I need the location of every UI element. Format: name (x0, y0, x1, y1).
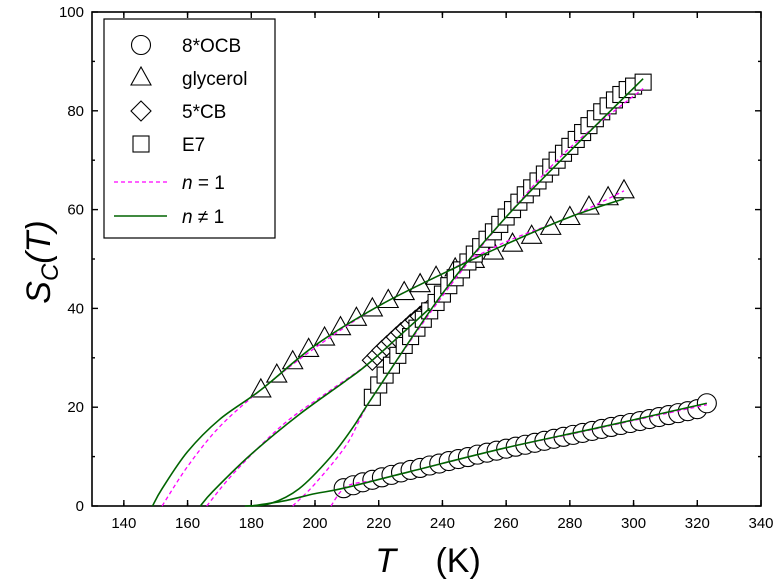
y-tick-label: 0 (76, 498, 84, 515)
legend-label-rest: ≠ 1 (193, 207, 225, 228)
x-axis-title: T (K) (375, 542, 481, 580)
legend-entry: glycerol (130, 65, 247, 90)
legend-entry: 5*CB (130, 100, 226, 123)
legend-label-symbol: n (182, 173, 193, 194)
legend-label: n ≠ 1 (182, 207, 224, 228)
legend-box (103, 18, 276, 239)
fit-n-not-1-5cb (199, 307, 431, 507)
y-axis-symbol: S (20, 281, 58, 304)
y-tick-label: 20 (67, 399, 84, 416)
x-tick-label: 320 (685, 515, 710, 532)
legend-marker-triangle (130, 65, 152, 86)
x-tick-label: 280 (557, 515, 582, 532)
legend-label-rest: = 1 (193, 173, 225, 194)
data-point-glycerol (297, 337, 320, 357)
legend-entry: E7 (132, 135, 205, 156)
fit-n-not-1-e7 (244, 78, 644, 507)
fit-n-not-1-glycerol (151, 197, 625, 507)
series-8ocb (333, 393, 717, 499)
legend-label: 8*OCB (182, 36, 241, 57)
y-tick-label: 40 (67, 300, 84, 317)
x-tick-label: 300 (621, 515, 646, 532)
data-markers (249, 73, 717, 499)
legend-marker-square (132, 135, 150, 153)
legend-entry: 8*OCB (130, 34, 241, 57)
x-tick-label: 340 (748, 515, 773, 532)
x-tick-label: 260 (494, 515, 519, 532)
data-point-glycerol (597, 185, 620, 206)
data-point-glycerol (578, 194, 600, 215)
legend-marker-circle (130, 34, 152, 56)
y-axis-argument: (T) (20, 220, 58, 263)
x-tick-label: 180 (239, 515, 264, 532)
legend-label: n = 1 (182, 173, 225, 194)
x-tick-label: 160 (175, 515, 200, 532)
y-tick-label: 60 (67, 202, 84, 219)
x-axis-ticks: 140 160 180 200 220 240 260 280 300 320 340 (111, 12, 774, 532)
x-tick-label: 200 (302, 515, 327, 532)
data-point-glycerol (558, 205, 581, 226)
legend-marker-diamond (130, 100, 152, 122)
fit-n-not-1-8ocb (251, 402, 708, 507)
y-tick-label: 100 (59, 4, 84, 21)
data-point-glycerol (520, 224, 543, 244)
series-e7 (363, 73, 652, 406)
x-tick-label: 140 (111, 515, 136, 532)
data-point-glycerol (249, 377, 272, 398)
fit-n-equals-1-e7 (292, 88, 644, 507)
y-axis-title: SC(T) (20, 220, 64, 303)
x-axis-symbol: T (375, 542, 398, 580)
x-tick-label: 220 (366, 515, 391, 532)
legend-label: E7 (182, 135, 205, 156)
legend-label-symbol: n (182, 207, 193, 228)
y-axis-ticks: 0 20 40 60 80 100 (59, 4, 761, 515)
y-axis-subscript: C (37, 263, 64, 281)
x-tick-label: 240 (430, 515, 455, 532)
fit-n-equals-1-glycerol (161, 190, 625, 507)
legend-entry: n ≠ 1 (114, 207, 224, 228)
fit-curves-overlay (151, 78, 708, 507)
legend-label: glycerol (182, 69, 247, 90)
x-axis-unit: (K) (435, 542, 480, 580)
legend-label: 5*CB (182, 102, 226, 123)
data-point-e7 (634, 73, 652, 91)
data-point-glycerol (313, 325, 336, 346)
y-tick-label: 80 (67, 103, 84, 120)
legend-entry: n = 1 (114, 173, 225, 194)
data-point-glycerol (613, 178, 635, 199)
